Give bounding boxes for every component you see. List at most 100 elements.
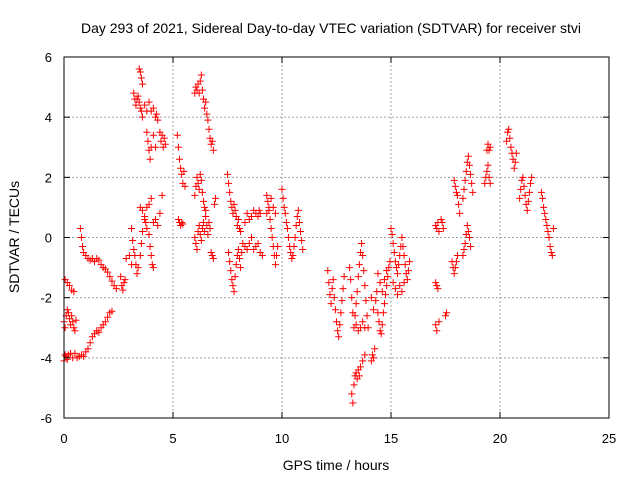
data-point: [195, 221, 203, 229]
data-point: [269, 203, 277, 211]
data-point: [256, 209, 264, 217]
data-point: [198, 188, 206, 196]
data-point: [108, 307, 116, 315]
y-tick-label: 4: [45, 110, 52, 125]
data-point: [461, 176, 469, 184]
data-point: [463, 221, 471, 229]
data-point: [546, 243, 554, 251]
data-point: [460, 185, 468, 193]
x-tick-label: 0: [60, 431, 67, 446]
data-point: [138, 227, 146, 235]
data-point: [143, 128, 151, 136]
data-point: [450, 270, 458, 278]
data-point: [176, 155, 184, 163]
data-point: [355, 372, 363, 380]
x-tick-label: 25: [602, 431, 616, 446]
data-point: [174, 215, 182, 223]
data-point: [442, 312, 449, 320]
data-point: [204, 230, 212, 238]
data-point: [290, 243, 298, 251]
data-point: [136, 104, 144, 112]
data-point: [452, 188, 460, 196]
data-point: [254, 240, 262, 248]
data-point: [208, 252, 216, 260]
data-point: [202, 98, 210, 106]
data-point: [371, 345, 379, 353]
data-point: [350, 381, 358, 389]
data-point: [227, 197, 235, 205]
data-point: [540, 203, 548, 211]
data-point: [391, 285, 399, 293]
data-point: [450, 176, 458, 184]
data-point: [451, 264, 459, 272]
data-point: [372, 297, 380, 305]
data-point: [460, 246, 468, 254]
data-point: [360, 267, 368, 275]
data-point: [289, 252, 297, 260]
data-point: [231, 206, 239, 214]
data-point: [180, 167, 188, 175]
data-point: [362, 297, 370, 305]
data-point: [383, 267, 391, 275]
data-point: [543, 221, 551, 229]
data-point: [528, 173, 536, 181]
data-point: [395, 261, 403, 269]
data-point: [467, 243, 475, 251]
data-point: [95, 328, 103, 336]
data-marks: [60, 65, 557, 407]
data-point: [196, 170, 204, 178]
data-point: [548, 252, 556, 260]
data-point: [76, 224, 84, 232]
data-point: [298, 237, 306, 245]
x-tick-label: 20: [493, 431, 507, 446]
data-point: [133, 270, 141, 278]
data-point: [70, 288, 78, 296]
data-point: [271, 209, 279, 217]
data-point: [273, 252, 281, 260]
data-point: [267, 224, 275, 232]
data-point: [72, 316, 80, 324]
data-point: [331, 306, 339, 314]
data-point: [237, 227, 245, 235]
data-point: [247, 212, 255, 220]
data-point: [104, 268, 112, 276]
data-point: [400, 252, 408, 260]
data-point: [227, 267, 235, 275]
data-point: [247, 234, 255, 241]
data-point: [394, 291, 402, 299]
data-point: [326, 291, 334, 299]
data-point: [207, 249, 215, 257]
data-point: [196, 230, 204, 238]
data-point: [95, 256, 103, 264]
data-point: [191, 191, 199, 199]
data-point: [378, 288, 386, 296]
data-point: [382, 291, 390, 299]
data-point: [193, 246, 201, 254]
data-point: [338, 297, 346, 305]
data-point: [294, 206, 302, 214]
data-point: [291, 234, 299, 241]
data-point: [334, 327, 342, 335]
data-point: [243, 246, 251, 254]
data-point: [281, 209, 289, 217]
data-point: [330, 294, 338, 302]
data-point: [486, 143, 494, 151]
data-point: [173, 131, 181, 139]
data-point: [193, 173, 201, 181]
data-point: [328, 285, 336, 293]
data-point: [152, 143, 160, 151]
data-point: [147, 194, 155, 202]
data-point: [224, 170, 231, 178]
data-point: [547, 249, 555, 257]
data-point: [486, 179, 494, 187]
data-point: [64, 309, 72, 317]
data-point: [545, 234, 553, 241]
data-point: [200, 197, 208, 205]
data-point: [232, 261, 240, 269]
data-point: [279, 194, 287, 202]
data-point: [141, 101, 149, 109]
data-point: [197, 237, 205, 245]
data-point: [359, 357, 367, 365]
data-point: [209, 146, 217, 154]
data-point: [210, 200, 218, 208]
